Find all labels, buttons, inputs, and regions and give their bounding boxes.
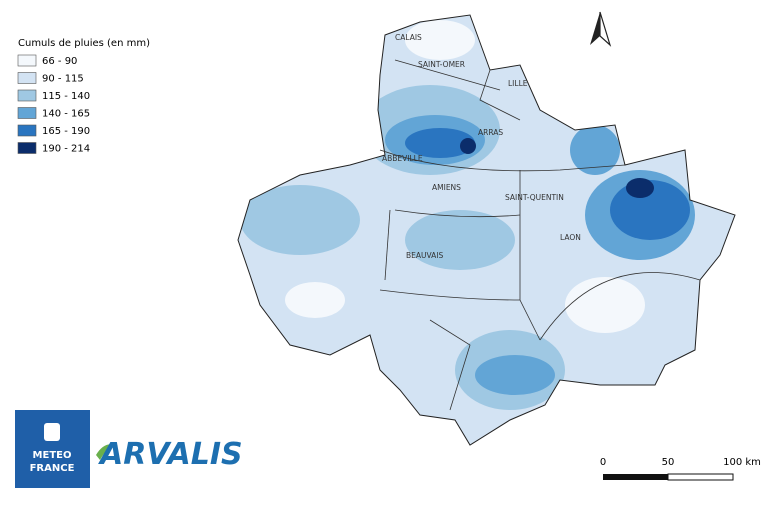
- legend-swatch: [17, 124, 37, 137]
- zone: [460, 138, 476, 154]
- meteo-france-logo: METEO FRANCE: [15, 410, 90, 488]
- legend-label: 66 - 90: [42, 56, 77, 67]
- north-arrow: [590, 11, 612, 47]
- logo-text: FRANCE: [30, 463, 75, 474]
- legend-swatch: [17, 54, 37, 67]
- zone: [285, 282, 345, 318]
- legend-label: 190 - 214: [42, 144, 90, 155]
- legend-label: 90 - 115: [42, 74, 84, 85]
- city-label: BEAUVAIS: [406, 251, 443, 260]
- zone: [405, 210, 515, 270]
- scale-label: 0: [600, 457, 606, 468]
- legend-swatch: [17, 142, 37, 154]
- city-label: CALAIS: [395, 33, 422, 42]
- zone: [610, 180, 690, 240]
- city-label: SAINT-QUENTIN: [505, 193, 564, 202]
- scale-label: 100 km: [723, 457, 761, 468]
- city-label: AMIENS: [432, 183, 461, 192]
- legend-label: 165 - 190: [42, 126, 90, 137]
- legend-swatch: [17, 107, 37, 119]
- zone: [240, 185, 360, 255]
- zone: [570, 125, 620, 175]
- logo-text: ARVALIS: [98, 437, 243, 472]
- legend: Cumuls de pluies (en mm) 66 - 90 90 - 115…: [17, 38, 150, 155]
- zone: [405, 128, 475, 158]
- city-label: LILLE: [508, 79, 528, 88]
- city-label: ARRAS: [478, 128, 503, 137]
- logo-text: METEO: [33, 450, 72, 461]
- boundaries: [379, 59, 701, 411]
- legend-swatch: [17, 72, 37, 84]
- map-area: CALAIS SAINT-OMER LILLE ARRAS ABBEVILLE …: [237, 14, 736, 446]
- legend-title: Cumuls de pluies (en mm): [18, 38, 150, 49]
- legend-swatch: [17, 89, 37, 102]
- city-label: ABBEVILLE: [382, 154, 423, 163]
- scale-bar: 0 50 100 km: [600, 457, 761, 481]
- arvalis-logo: ARVALIS: [96, 437, 243, 472]
- zone: [405, 20, 475, 60]
- scale-label: 50: [662, 457, 675, 468]
- city-label: LAON: [560, 233, 581, 242]
- city-label: SAINT-OMER: [418, 60, 465, 69]
- zone: [565, 277, 645, 333]
- legend-label: 115 - 140: [42, 91, 90, 102]
- zone: [626, 178, 654, 198]
- rain-field: [238, 15, 735, 445]
- legend-label: 140 - 165: [42, 109, 90, 120]
- zone: [475, 355, 555, 395]
